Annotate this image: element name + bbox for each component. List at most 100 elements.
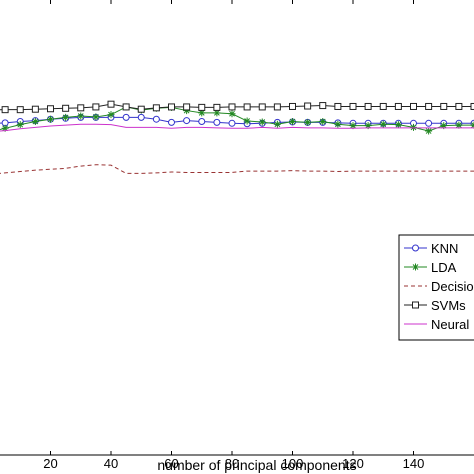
legend-box xyxy=(398,234,474,341)
data-point xyxy=(107,100,115,108)
data-point xyxy=(16,121,24,129)
data-point xyxy=(349,102,357,110)
data-point xyxy=(122,103,130,111)
data-point xyxy=(183,117,191,125)
data-point xyxy=(1,124,9,132)
x-axis-ticks: 20 40 60 80 100 120 140 xyxy=(43,0,424,471)
legend-item-lda: LDA xyxy=(404,260,457,275)
data-point xyxy=(107,111,115,119)
data-point xyxy=(198,103,206,111)
data-point xyxy=(228,110,236,118)
data-point xyxy=(379,120,387,128)
data-point xyxy=(228,119,236,127)
data-point xyxy=(273,120,281,128)
data-point xyxy=(137,105,145,113)
x-tick-label: 40 xyxy=(104,456,118,471)
data-point xyxy=(412,244,419,252)
data-point xyxy=(364,122,372,130)
data-point xyxy=(412,263,419,271)
legend-label: Decision xyxy=(431,279,474,294)
data-point xyxy=(183,103,191,111)
data-point xyxy=(455,121,463,129)
data-point xyxy=(152,115,160,123)
data-point xyxy=(334,102,342,110)
data-point xyxy=(168,103,175,111)
legend-item-knn: KNN xyxy=(404,241,458,256)
series-line xyxy=(0,164,474,174)
legend: KNN LDA Decision SVMs Neural xyxy=(398,234,474,341)
data-point xyxy=(31,117,39,125)
data-point xyxy=(379,102,387,110)
data-point xyxy=(349,122,357,130)
data-point xyxy=(77,112,85,120)
data-point xyxy=(304,102,312,110)
data-point xyxy=(77,104,85,112)
series-lda xyxy=(0,103,474,135)
data-point xyxy=(425,127,433,135)
data-point xyxy=(455,102,463,110)
data-point xyxy=(1,106,9,114)
data-point xyxy=(304,118,312,126)
data-point xyxy=(319,102,327,110)
legend-label: Neural xyxy=(431,317,469,332)
data-point xyxy=(228,103,236,111)
data-point xyxy=(394,102,402,110)
data-point xyxy=(334,120,342,128)
data-point xyxy=(213,103,221,111)
data-point xyxy=(412,301,419,309)
legend-item-neural: Neural xyxy=(404,317,469,332)
legend-label: KNN xyxy=(431,241,458,256)
data-point xyxy=(31,105,39,113)
data-point xyxy=(289,117,296,125)
x-tick-label: 140 xyxy=(403,456,425,471)
data-point xyxy=(394,121,402,129)
data-point xyxy=(198,117,206,125)
data-point xyxy=(92,103,100,111)
x-axis-label: number of principal components xyxy=(157,457,356,473)
series-neural xyxy=(0,123,474,132)
data-point xyxy=(319,117,327,125)
data-point xyxy=(243,117,251,125)
data-point xyxy=(410,102,417,110)
data-point xyxy=(289,102,296,110)
data-point xyxy=(62,104,70,112)
series-svms xyxy=(0,100,474,114)
legend-label: LDA xyxy=(431,260,457,275)
data-point xyxy=(47,105,54,113)
x-tick-label: 80 xyxy=(225,456,239,471)
series-line xyxy=(0,123,474,132)
data-point xyxy=(152,104,160,112)
data-point xyxy=(470,102,474,110)
data-point xyxy=(213,109,221,117)
data-point xyxy=(122,113,130,121)
data-point xyxy=(137,113,145,121)
data-point xyxy=(440,102,448,110)
data-point xyxy=(198,109,206,117)
data-point xyxy=(243,103,251,111)
data-point xyxy=(183,107,191,115)
series-line xyxy=(0,103,474,111)
data-point xyxy=(425,119,433,127)
legend-item-decision: Decision xyxy=(404,279,474,294)
data-point xyxy=(168,118,175,126)
data-point xyxy=(258,118,266,126)
x-tick-label: 100 xyxy=(282,456,304,471)
series-line xyxy=(0,116,474,125)
x-tick-label: 60 xyxy=(164,456,178,471)
data-point xyxy=(16,106,24,114)
data-point xyxy=(440,122,448,130)
data-point xyxy=(425,102,433,110)
x-tick-label: 120 xyxy=(342,456,364,471)
x-tick-label: 20 xyxy=(43,456,57,471)
data-point xyxy=(258,103,266,111)
series-decision xyxy=(0,164,474,174)
legend-label: SVMs xyxy=(431,298,466,313)
data-point xyxy=(213,118,221,126)
data-point xyxy=(92,113,100,121)
data-point xyxy=(364,102,372,110)
legend-item-svms: SVMs xyxy=(404,298,466,313)
data-point xyxy=(47,115,54,123)
data-point xyxy=(273,103,281,111)
series-layer xyxy=(0,100,474,174)
